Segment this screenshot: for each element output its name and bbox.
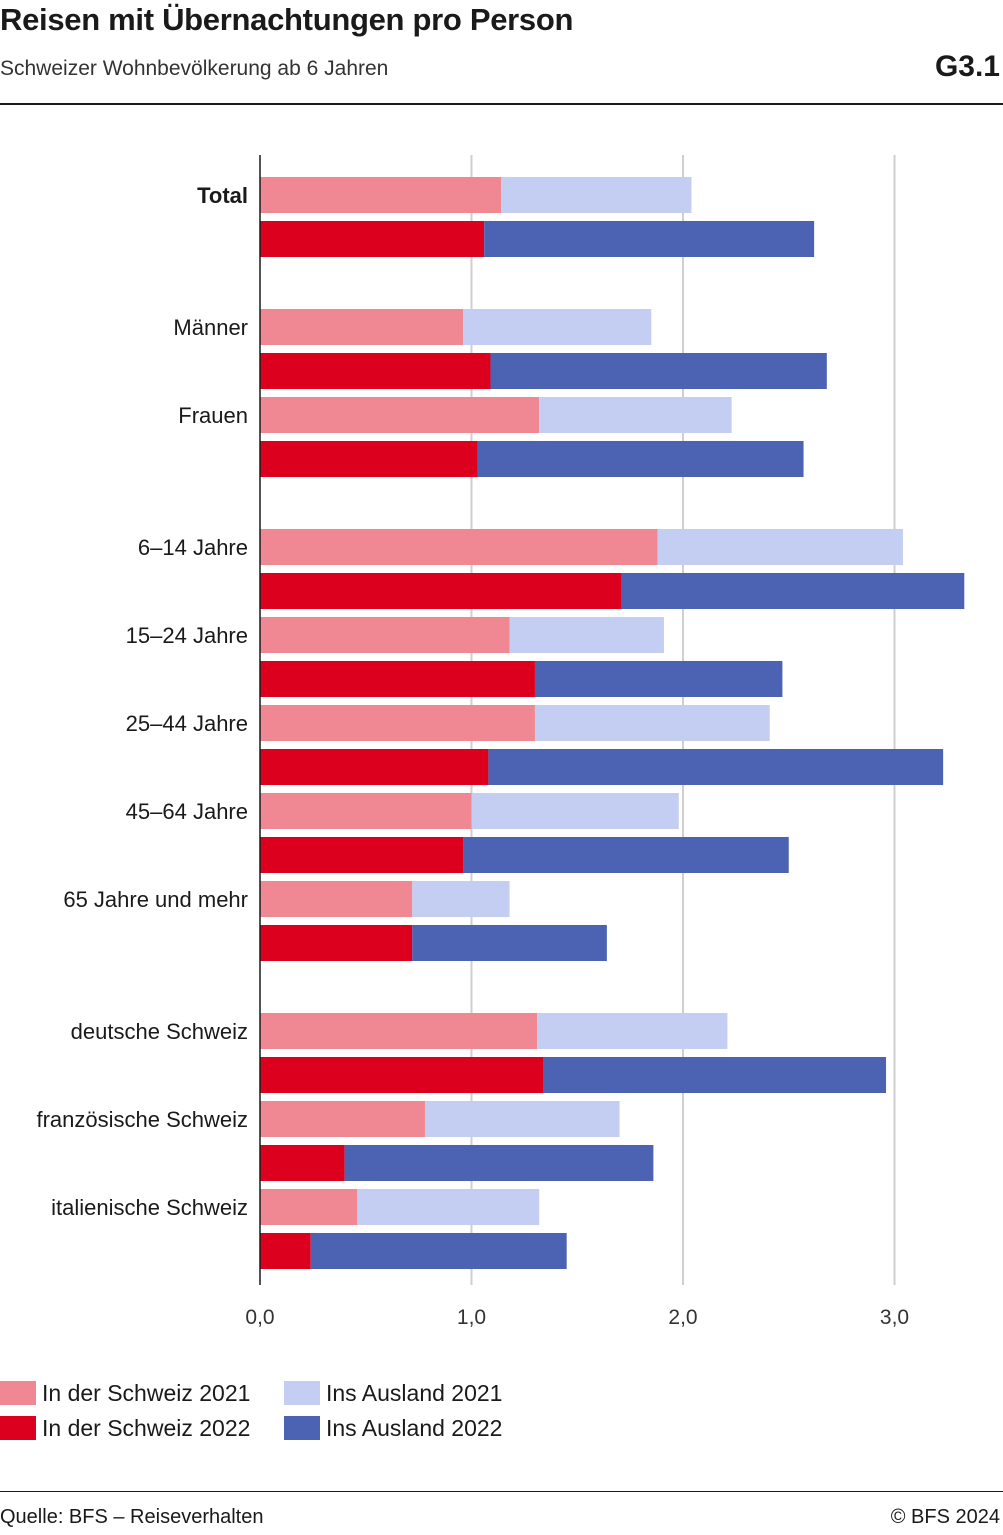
legend-item-ausland-2022: Ins Ausland 2022 <box>284 1413 502 1443</box>
bar-15-24-jahre-ausland-2021 <box>509 617 664 653</box>
bar-französische-schweiz-ausland-2021 <box>424 1101 620 1137</box>
legend-swatch-schweiz-2022 <box>0 1416 36 1440</box>
category-label-45-64-jahre: 45–64 Jahre <box>126 799 248 824</box>
bar-italienische-schweiz-schweiz-2021 <box>260 1189 358 1225</box>
x-tick-label-1: 1,0 <box>457 1306 486 1329</box>
category-label-männer: Männer <box>173 315 248 340</box>
category-label-total: Total <box>197 183 248 208</box>
bar-total-ausland-2022 <box>484 221 815 257</box>
header-divider <box>0 103 1003 105</box>
bar-25-44-jahre-schweiz-2021 <box>260 705 535 741</box>
bar-45-64-jahre-schweiz-2022 <box>260 837 464 873</box>
bar-männer-ausland-2022 <box>490 353 827 389</box>
category-labels: Total Männer Frauen 6–14 Jahre 15–24 Jahre 25… <box>36 183 248 1220</box>
x-tick-label-0: 0,0 <box>245 1306 274 1329</box>
bar-männer-schweiz-2022 <box>260 353 491 389</box>
bar-25-44-jahre-schweiz-2022 <box>260 749 489 785</box>
bar-italienische-schweiz-schweiz-2022 <box>260 1233 311 1269</box>
category-label-französische-schweiz: französische Schweiz <box>36 1107 248 1132</box>
category-label-15-24-jahre: 15–24 Jahre <box>126 623 248 648</box>
category-label-6-14-jahre: 6–14 Jahre <box>138 535 248 560</box>
bar-15-24-jahre-ausland-2022 <box>534 661 783 697</box>
legend-item-ausland-2021: Ins Ausland 2021 <box>284 1378 502 1408</box>
bar-65-jahre-und-mehr-ausland-2022 <box>412 925 607 961</box>
bar-65-jahre-und-mehr-schweiz-2021 <box>260 881 413 917</box>
category-label-frauen: Frauen <box>178 403 248 428</box>
bar-deutsche-schweiz-schweiz-2021 <box>260 1013 538 1049</box>
bar-frauen-ausland-2022 <box>477 441 804 477</box>
bar-total-schweiz-2021 <box>260 177 502 213</box>
bar-45-64-jahre-schweiz-2021 <box>260 793 472 829</box>
bar-25-44-jahre-ausland-2022 <box>488 749 944 785</box>
bar-deutsche-schweiz-schweiz-2022 <box>260 1057 544 1093</box>
bar-deutsche-schweiz-ausland-2021 <box>537 1013 728 1049</box>
x-tick-label-3: 3,0 <box>880 1306 909 1329</box>
bar-frauen-schweiz-2021 <box>260 397 540 433</box>
category-label-italienische-schweiz: italienische Schweiz <box>51 1195 248 1220</box>
bar-chart: Total Männer Frauen 6–14 Jahre 15–24 Jahre 25… <box>36 155 965 1329</box>
legend-swatch-schweiz-2021 <box>0 1381 36 1405</box>
bar-25-44-jahre-ausland-2021 <box>534 705 770 741</box>
bar-6-14-jahre-ausland-2022 <box>621 573 965 609</box>
category-label-deutsche-schweiz: deutsche Schweiz <box>71 1019 248 1044</box>
bar-6-14-jahre-schweiz-2022 <box>260 573 622 609</box>
tick-labels: 0,0 1,0 2,0 3,0 <box>245 1306 909 1329</box>
bar-45-64-jahre-ausland-2021 <box>471 793 679 829</box>
category-label-65-jahre-und-mehr: 65 Jahre und mehr <box>63 887 248 912</box>
bar-6-14-jahre-ausland-2021 <box>657 529 903 565</box>
footer-divider <box>0 1491 1003 1492</box>
legend-swatch-ausland-2022 <box>284 1416 320 1440</box>
bars <box>260 177 965 1269</box>
bar-französische-schweiz-schweiz-2021 <box>260 1101 425 1137</box>
legend-item-schweiz-2021: In der Schweiz 2021 <box>0 1378 250 1408</box>
bar-6-14-jahre-schweiz-2021 <box>260 529 658 565</box>
bar-männer-ausland-2021 <box>463 309 652 345</box>
legend-item-schweiz-2022: In der Schweiz 2022 <box>0 1413 250 1443</box>
legend-label-schweiz-2021: In der Schweiz 2021 <box>42 1379 251 1406</box>
bar-total-ausland-2021 <box>501 177 692 213</box>
legend: In der Schweiz 2021 Ins Ausland 2021 In … <box>0 1378 620 1450</box>
x-tick-label-2: 2,0 <box>668 1306 697 1329</box>
legend-swatch-ausland-2021 <box>284 1381 320 1405</box>
bar-französische-schweiz-schweiz-2022 <box>260 1145 345 1181</box>
bar-französische-schweiz-ausland-2022 <box>344 1145 654 1181</box>
source-note: Quelle: BFS – Reiseverhalten <box>0 1506 264 1528</box>
legend-label-ausland-2022: Ins Ausland 2022 <box>326 1414 503 1441</box>
bar-65-jahre-und-mehr-ausland-2021 <box>412 881 510 917</box>
bar-total-schweiz-2022 <box>260 221 485 257</box>
bar-15-24-jahre-schweiz-2022 <box>260 661 535 697</box>
bar-15-24-jahre-schweiz-2021 <box>260 617 510 653</box>
bar-frauen-ausland-2021 <box>539 397 732 433</box>
bar-65-jahre-und-mehr-schweiz-2022 <box>260 925 413 961</box>
legend-label-ausland-2021: Ins Ausland 2021 <box>326 1379 503 1406</box>
copyright-note: © BFS 2024 <box>890 1506 1000 1528</box>
bar-männer-schweiz-2021 <box>260 309 464 345</box>
bar-italienische-schweiz-ausland-2022 <box>310 1233 567 1269</box>
bar-frauen-schweiz-2022 <box>260 441 478 477</box>
bar-deutsche-schweiz-ausland-2022 <box>543 1057 887 1093</box>
bar-italienische-schweiz-ausland-2021 <box>357 1189 540 1225</box>
chart-title: Reisen mit Übernachtungen pro Person <box>0 2 574 37</box>
chart-code: G3.1 <box>934 50 1000 83</box>
category-label-25-44-jahre: 25–44 Jahre <box>126 711 248 736</box>
chart-subtitle: Schweizer Wohnbevölkerung ab 6 Jahren <box>0 57 389 80</box>
legend-label-schweiz-2022: In der Schweiz 2022 <box>42 1414 251 1441</box>
bar-45-64-jahre-ausland-2022 <box>463 837 789 873</box>
